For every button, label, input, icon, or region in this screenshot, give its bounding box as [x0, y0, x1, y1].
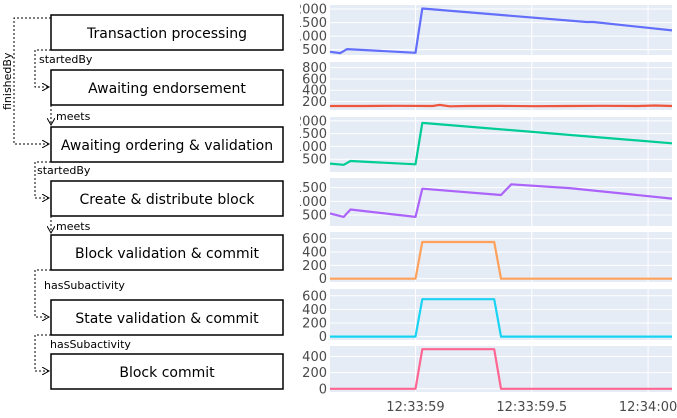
series-line: [330, 103, 673, 108]
relation-label: finishedBy: [1, 52, 14, 110]
y-tick-label: 500: [302, 153, 327, 168]
series-line: [329, 121, 673, 166]
y-tick-label: 0: [319, 382, 327, 397]
y-tick-label: 1000: [300, 140, 327, 155]
relation-has-subactivity-2: hasSubactivity: [34, 334, 131, 371]
activity-diagram: Transaction processing Awaiting endorsem…: [1, 14, 284, 390]
activity-box-block-validation-commit[interactable]: Block validation & commit: [50, 234, 284, 271]
y-tick-label: 600: [302, 72, 327, 87]
y-tick-label: 400: [302, 350, 327, 365]
plot-background: [330, 178, 672, 226]
y-tick-label: 400: [302, 303, 327, 318]
y-tick-label: 200: [302, 259, 327, 274]
series-line: [329, 183, 673, 218]
y-tick-label: 600: [302, 289, 327, 304]
y-tick-label: 500: [302, 43, 327, 58]
activity-box-transaction-processing[interactable]: Transaction processing: [50, 14, 284, 51]
chart-panel-3: 500100015002000: [300, 114, 673, 172]
y-tick-label: 400: [302, 84, 327, 99]
relation-has-subactivity-1: hasSubactivity: [34, 269, 125, 317]
relation-label: hasSubactivity: [44, 279, 125, 292]
x-tick-label: 12:34:00: [619, 400, 677, 415]
relation-label: startedBy: [37, 164, 91, 177]
y-tick-label: 1500: [300, 127, 327, 142]
relation-meets-1: meets: [51, 105, 91, 125]
y-tick-label: 800: [302, 61, 327, 76]
activity-label: Awaiting ordering & validation: [61, 138, 273, 154]
series-line: [330, 240, 672, 280]
plot-background: [330, 117, 672, 172]
relation-meets-2: meets: [51, 216, 91, 233]
y-tick-label: 400: [302, 246, 327, 261]
relation-label: hasSubactivity: [50, 338, 131, 351]
chart-panel-1: 500100015002000: [300, 3, 673, 58]
y-tick-label: 1500: [300, 16, 327, 31]
activity-label: Transaction processing: [86, 26, 247, 42]
y-tick-label: 200: [302, 317, 327, 332]
activity-label: Block validation & commit: [75, 246, 259, 262]
series-line: [330, 298, 672, 338]
y-tick-label: 200: [302, 366, 327, 381]
plot-background: [330, 5, 672, 55]
y-tick-label: 600: [302, 232, 327, 247]
chart-panel-4: 50010001500: [300, 178, 673, 226]
activity-box-create-distribute-block[interactable]: Create & distribute block: [50, 180, 284, 217]
y-tick-label: 1000: [300, 195, 327, 210]
activity-box-awaiting-ordering-validation[interactable]: Awaiting ordering & validation: [50, 126, 284, 163]
activity-box-state-validation-commit[interactable]: State validation & commit: [50, 299, 284, 336]
relation-finished-by: finishedBy: [1, 17, 51, 144]
relation-label: startedBy: [39, 53, 93, 66]
relation-started-by-2: startedBy: [34, 161, 91, 198]
y-tick-label: 2000: [300, 3, 327, 18]
y-tick-label: 1500: [300, 181, 327, 196]
activity-box-block-commit[interactable]: Block commit: [50, 353, 284, 390]
x-tick-label: 12:33:59.5: [496, 400, 567, 415]
y-tick-label: 500: [302, 209, 327, 224]
activity-label: Block commit: [119, 365, 215, 381]
relation-label: meets: [56, 220, 91, 233]
x-tick-label: 12:33:59: [386, 400, 444, 415]
y-tick-label: 0: [319, 272, 327, 287]
series-line: [330, 348, 672, 390]
relation-started-by-1: startedBy: [34, 49, 93, 87]
y-tick-label: 0: [319, 330, 327, 345]
activity-label: State validation & commit: [75, 311, 259, 327]
plot-background: [330, 62, 672, 110]
relation-label: meets: [56, 110, 91, 123]
y-tick-label: 200: [302, 95, 327, 110]
series-line: [329, 7, 673, 55]
activity-label: Create & distribute block: [80, 192, 256, 208]
activity-box-awaiting-endorsement[interactable]: Awaiting endorsement: [50, 69, 284, 106]
metric-plots: 5001000150020002004006008005001000150020…: [300, 3, 677, 415]
activity-label: Awaiting endorsement: [88, 81, 246, 97]
y-tick-label: 2000: [300, 114, 327, 129]
y-tick-label: 1000: [300, 30, 327, 45]
